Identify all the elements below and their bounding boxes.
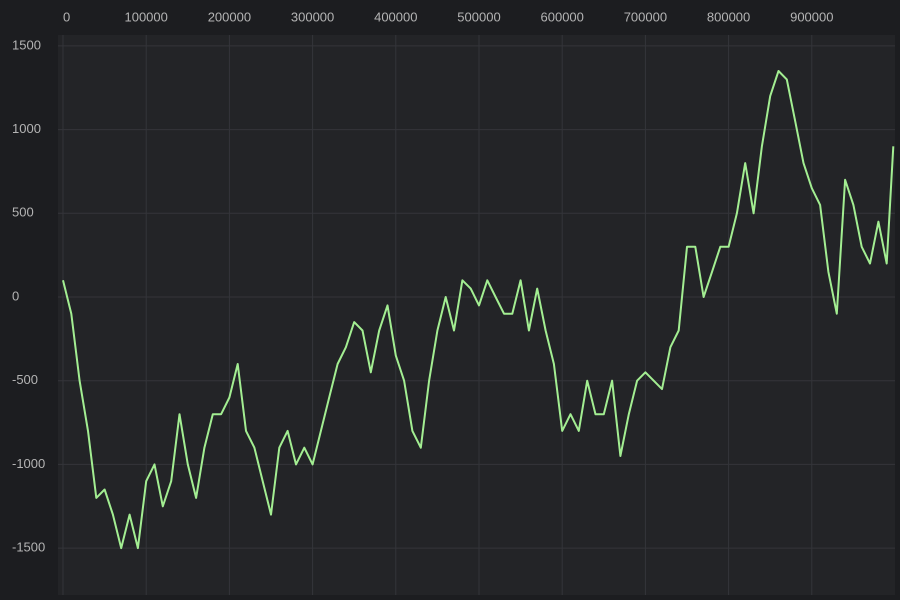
- x-tick-label: 400000: [374, 9, 417, 24]
- x-tick-label: 900000: [790, 9, 833, 24]
- y-tick-label: 1000: [12, 121, 41, 136]
- y-tick-label: 500: [12, 205, 34, 220]
- x-tick-label: 0: [63, 9, 70, 24]
- y-tick-label: 0: [12, 288, 19, 303]
- data-line: [62, 70, 895, 550]
- y-tick-label: -1000: [12, 456, 45, 471]
- x-tick-label: 200000: [208, 9, 251, 24]
- x-tick-label: 600000: [541, 9, 584, 24]
- y-tick-label: 1500: [12, 37, 41, 52]
- x-tick-label: 500000: [457, 9, 500, 24]
- x-tick-label: 300000: [291, 9, 334, 24]
- plot-area: [58, 35, 895, 595]
- y-tick-label: -1500: [12, 540, 45, 555]
- x-tick-label: 800000: [707, 9, 750, 24]
- x-tick-label: 100000: [124, 9, 167, 24]
- x-tick-label: 700000: [624, 9, 667, 24]
- y-tick-label: -500: [12, 372, 38, 387]
